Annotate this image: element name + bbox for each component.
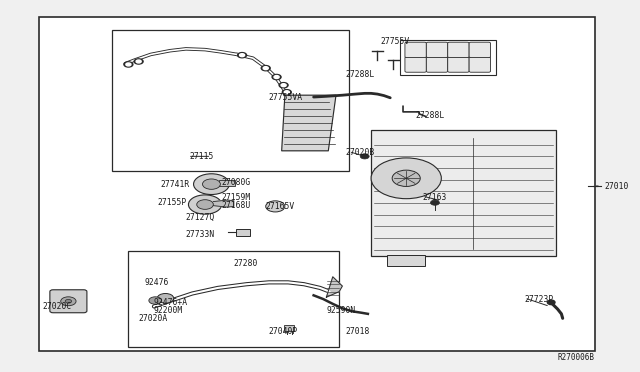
Circle shape — [284, 91, 289, 94]
Text: 27165V: 27165V — [266, 202, 295, 211]
Circle shape — [266, 201, 285, 212]
FancyBboxPatch shape — [448, 42, 469, 58]
Text: 27155P: 27155P — [157, 198, 186, 207]
Bar — [219, 180, 235, 186]
FancyBboxPatch shape — [405, 42, 426, 58]
FancyBboxPatch shape — [469, 42, 490, 58]
Text: 92476+A: 92476+A — [154, 298, 188, 307]
Circle shape — [237, 52, 246, 58]
Text: R270006B: R270006B — [557, 353, 595, 362]
Text: 92200M: 92200M — [154, 307, 183, 315]
Text: 27020A: 27020A — [138, 314, 167, 323]
Text: 27280: 27280 — [234, 259, 258, 268]
Circle shape — [263, 67, 268, 70]
Text: 27723P: 27723P — [524, 295, 554, 304]
FancyBboxPatch shape — [50, 290, 87, 313]
Polygon shape — [326, 277, 342, 297]
Circle shape — [431, 200, 440, 205]
Polygon shape — [213, 200, 234, 207]
Circle shape — [124, 62, 133, 67]
Circle shape — [65, 299, 72, 303]
Text: 27020C: 27020C — [42, 302, 72, 311]
Bar — [39, 17, 595, 351]
Text: 92590N: 92590N — [326, 306, 356, 315]
Circle shape — [360, 154, 369, 159]
Circle shape — [157, 294, 173, 303]
Circle shape — [202, 179, 220, 189]
Text: 27163: 27163 — [422, 193, 447, 202]
Circle shape — [281, 84, 286, 87]
Text: 27080G: 27080G — [221, 178, 250, 187]
Bar — [387, 254, 426, 266]
Circle shape — [188, 195, 221, 214]
FancyBboxPatch shape — [469, 57, 490, 72]
Text: 27018: 27018 — [346, 327, 370, 336]
Text: 27010: 27010 — [604, 182, 628, 190]
Circle shape — [282, 90, 291, 95]
Circle shape — [134, 59, 143, 64]
FancyBboxPatch shape — [426, 57, 448, 72]
Circle shape — [239, 54, 244, 57]
Circle shape — [272, 74, 281, 80]
Text: 27733N: 27733N — [186, 230, 215, 239]
Text: 27741R: 27741R — [161, 180, 189, 189]
Text: 27168U: 27168U — [221, 201, 250, 210]
FancyBboxPatch shape — [448, 57, 469, 72]
FancyBboxPatch shape — [405, 57, 426, 72]
Circle shape — [193, 174, 229, 195]
Text: 27115: 27115 — [189, 152, 214, 161]
Text: 27127Q: 27127Q — [186, 213, 215, 222]
Text: 92476: 92476 — [145, 278, 169, 287]
Text: 27040P: 27040P — [269, 327, 298, 336]
Circle shape — [136, 60, 141, 63]
Circle shape — [371, 158, 442, 199]
Circle shape — [149, 297, 162, 304]
Bar — [284, 325, 294, 331]
Text: 27755VA: 27755VA — [269, 93, 303, 102]
Circle shape — [274, 76, 279, 78]
Bar — [236, 230, 250, 236]
Circle shape — [261, 65, 270, 71]
Bar — [113, 31, 349, 171]
FancyBboxPatch shape — [426, 42, 448, 58]
Circle shape — [126, 63, 131, 66]
Text: 27288L: 27288L — [346, 70, 375, 79]
Bar — [129, 251, 339, 347]
Text: 27755V: 27755V — [381, 37, 410, 46]
Polygon shape — [282, 95, 336, 151]
Circle shape — [61, 297, 76, 306]
Bar — [371, 131, 556, 256]
Circle shape — [392, 170, 420, 186]
Circle shape — [196, 200, 213, 209]
Circle shape — [279, 83, 288, 88]
Text: 27020B: 27020B — [346, 148, 375, 157]
Bar — [400, 39, 495, 75]
Circle shape — [547, 300, 555, 305]
Text: 27159M: 27159M — [221, 193, 250, 202]
Text: 27288L: 27288L — [416, 111, 445, 120]
